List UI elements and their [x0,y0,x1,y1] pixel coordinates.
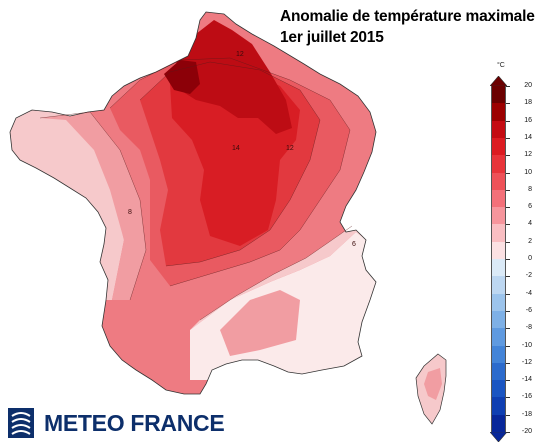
colorbar-segment [491,120,506,139]
colorbar-segment [491,397,506,416]
colorbar-segment [491,103,506,122]
colorbar-tick-mark [506,310,510,312]
colorbar-bottom-arrow [490,432,507,442]
colorbar-segment [491,224,506,243]
colorbar-segment [491,414,506,433]
colorbar-tick-mark [506,224,510,226]
colorbar-tick-mark [506,241,510,243]
colorbar-tick-label: -6 [525,306,532,314]
colorbar-segment [491,241,506,260]
contour-label-14: 14 [232,145,240,152]
colorbar-tick-label: -20 [521,428,532,435]
colorbar-tick-label: -4 [525,289,532,297]
colorbar-segment [491,86,506,104]
colorbar-segment [491,172,506,191]
colorbar-segment [491,207,506,225]
colorbar-tick-mark [506,120,510,122]
contour-label-12b: 12 [286,145,294,152]
colorbar-tick-label: 14 [524,133,532,141]
colorbar-tick-label: 0 [528,255,532,262]
colorbar-tick-mark [506,172,510,174]
colorbar-segment [491,310,506,329]
band-6-rhone [220,290,300,356]
contour-label-12a: 12 [236,51,244,58]
anomaly-bands [10,12,376,394]
contour-label-6: 6 [352,241,356,248]
colorbar-tick-label: 4 [528,220,532,228]
colorbar-tick-label: -12 [521,358,532,366]
map-title-line-2: 1er juillet 2015 [280,29,384,46]
colorbar-tick-mark [506,432,510,433]
colorbar-tick-mark [506,362,510,364]
colorbar-segment [491,345,506,364]
colorbar-tick-label: 6 [528,203,532,211]
colorbar-tick-label: 10 [524,168,532,176]
colorbar-tick-mark [506,293,510,295]
colorbar-tick-label: 2 [528,237,532,245]
meteo-france-logo: METEO FRANCE [8,406,225,440]
colorbar-tick-mark [506,103,510,105]
colorbar-tick-label: 8 [528,185,532,193]
colorbar-tick-label: 16 [524,116,532,124]
colorbar-tick-label: -18 [521,410,532,418]
colorbar-segment [491,276,506,295]
colorbar-tick-mark [506,414,510,416]
colorbar-tick-label: -16 [521,393,532,401]
colorbar-tick-mark [506,345,510,347]
colorbar-tick-label: -2 [525,272,532,280]
colorbar-tick-label: -14 [521,376,532,384]
colorbar-segment [491,259,506,277]
colorbar-tick-mark [506,259,510,260]
colorbar-segment [491,362,506,381]
colorbar-segment [491,155,506,173]
map-title-line-1: Anomalie de température maximale [280,8,535,25]
colorbar-tick-label: 12 [524,151,532,159]
colorbar-tick-mark [506,276,510,278]
contour-label-8: 8 [128,209,132,216]
color-legend: °C 20 18 16 14 12 10 8 6 4 2 0 -2 -4 -6 -8 -10 -12 -14 -16… [485,62,545,445]
meteo-france-logo-icon [8,408,34,438]
colorbar-tick-mark [506,397,510,399]
colorbar-top-arrow [490,76,507,86]
colorbar-tick-mark [506,380,510,382]
corsica-band [424,368,442,400]
colorbar-tick-mark [506,207,510,209]
colorbar-tick-mark [506,137,510,139]
contour-lines [39,57,353,321]
band-6-west [40,112,146,300]
colorbar-tick-mark [506,189,510,191]
colorbar-tick-label: 18 [524,99,532,107]
colorbar-segment [491,293,506,312]
colorbar-tick-mark [506,328,510,330]
colorbar-segment [491,328,506,346]
colorbar-segment [491,380,506,398]
colorbar-tick-label: -8 [525,324,532,332]
colorbar-unit: °C [497,62,505,69]
band-16 [176,20,292,134]
colorbar-tick-mark [506,155,510,157]
band-18 [164,60,200,94]
colorbar-segment [491,137,506,156]
band-4-se [190,226,376,330]
colorbar-tick-label: 20 [524,82,532,89]
colorbar-tick-label: -10 [521,341,532,349]
colorbar-segment [491,189,506,208]
colorbar-tick-mark [506,86,510,87]
meteo-france-logo-text: METEO FRANCE [44,409,225,436]
